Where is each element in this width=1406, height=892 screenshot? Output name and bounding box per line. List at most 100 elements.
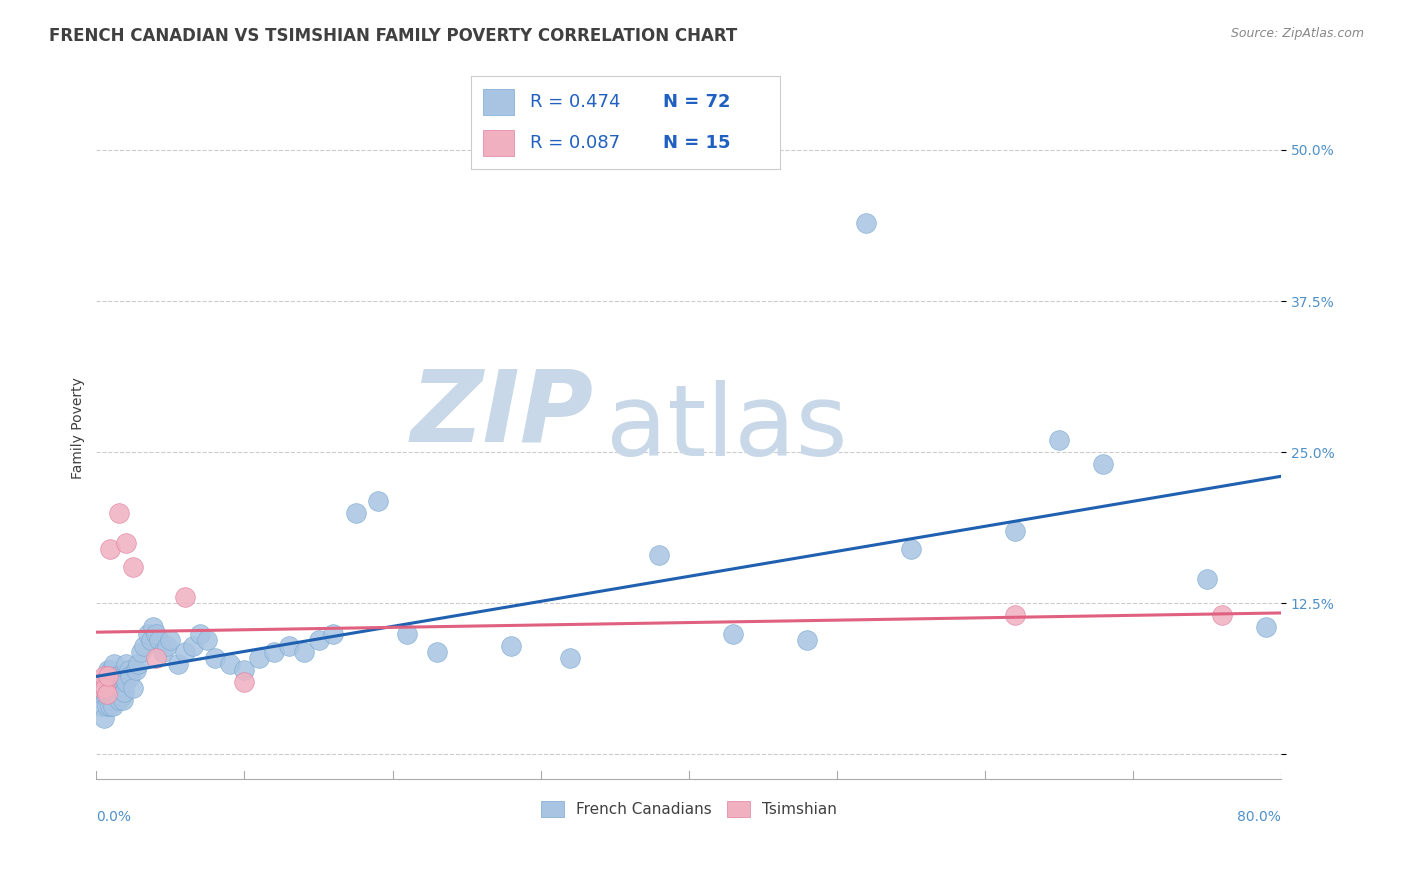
- Point: [98, 674, 121, 689]
- Point: [855, 215, 877, 229]
- Point: [145, 626, 167, 640]
- Text: ZIP: ZIP: [411, 366, 593, 462]
- Point: [107, 693, 129, 707]
- Text: FRENCH CANADIAN VS TSIMSHIAN FAMILY POVERTY CORRELATION CHART: FRENCH CANADIAN VS TSIMSHIAN FAMILY POVE…: [49, 27, 738, 45]
- Point: [90, 699, 112, 714]
- Point: [148, 632, 170, 647]
- Point: [218, 657, 240, 671]
- Point: [322, 626, 344, 640]
- Point: [344, 506, 367, 520]
- Point: [93, 669, 115, 683]
- Text: R = 0.474: R = 0.474: [530, 93, 620, 111]
- Point: [426, 645, 449, 659]
- Point: [308, 632, 330, 647]
- Point: [97, 663, 120, 677]
- Point: [103, 681, 125, 695]
- Point: [122, 560, 145, 574]
- Point: [115, 536, 138, 550]
- Point: [159, 632, 181, 647]
- Point: [648, 548, 671, 562]
- Point: [98, 541, 121, 556]
- Point: [233, 663, 256, 677]
- Point: [1197, 572, 1219, 586]
- Point: [560, 650, 582, 665]
- Point: [101, 699, 124, 714]
- Point: [263, 645, 285, 659]
- Point: [97, 669, 120, 683]
- Point: [197, 632, 219, 647]
- Point: [127, 657, 149, 671]
- Text: R = 0.087: R = 0.087: [530, 135, 620, 153]
- Point: [136, 626, 159, 640]
- Point: [141, 632, 163, 647]
- Point: [122, 681, 145, 695]
- Point: [110, 690, 132, 704]
- Point: [152, 645, 174, 659]
- Point: [93, 711, 115, 725]
- Point: [396, 626, 419, 640]
- Point: [181, 639, 204, 653]
- Point: [96, 687, 118, 701]
- Point: [107, 506, 129, 520]
- Point: [142, 620, 165, 634]
- Point: [114, 684, 136, 698]
- Point: [1047, 433, 1070, 447]
- Point: [91, 681, 114, 695]
- Point: [1211, 608, 1233, 623]
- Y-axis label: Family Poverty: Family Poverty: [72, 377, 86, 479]
- Point: [233, 674, 256, 689]
- Point: [118, 663, 141, 677]
- Text: atlas: atlas: [606, 379, 848, 476]
- Text: N = 72: N = 72: [662, 93, 730, 111]
- Point: [188, 626, 211, 640]
- Point: [796, 632, 818, 647]
- Point: [94, 687, 117, 701]
- Bar: [484, 130, 515, 156]
- Point: [292, 645, 315, 659]
- Point: [367, 493, 389, 508]
- Point: [94, 681, 117, 695]
- Point: [174, 645, 197, 659]
- Point: [111, 693, 134, 707]
- Point: [90, 674, 112, 689]
- Point: [105, 681, 128, 695]
- Legend: French Canadians, Tsimshian: French Canadians, Tsimshian: [534, 796, 844, 823]
- Point: [96, 699, 118, 714]
- Point: [1004, 524, 1026, 538]
- Point: [204, 650, 226, 665]
- Point: [174, 591, 197, 605]
- Point: [97, 687, 120, 701]
- Text: 80.0%: 80.0%: [1237, 810, 1281, 824]
- Point: [1256, 620, 1278, 634]
- Text: Source: ZipAtlas.com: Source: ZipAtlas.com: [1230, 27, 1364, 40]
- Point: [111, 669, 134, 683]
- Point: [120, 669, 142, 683]
- Point: [132, 639, 155, 653]
- Point: [104, 687, 127, 701]
- Point: [721, 626, 744, 640]
- Point: [107, 669, 129, 683]
- Point: [103, 657, 125, 671]
- Point: [96, 674, 118, 689]
- Point: [98, 699, 121, 714]
- Point: [104, 669, 127, 683]
- Point: [900, 541, 922, 556]
- Point: [499, 639, 522, 653]
- Point: [100, 663, 122, 677]
- Point: [108, 681, 131, 695]
- Point: [1004, 608, 1026, 623]
- Text: 0.0%: 0.0%: [97, 810, 131, 824]
- Bar: [484, 89, 515, 115]
- Point: [115, 657, 138, 671]
- Point: [277, 639, 299, 653]
- Point: [247, 650, 270, 665]
- Point: [100, 687, 122, 701]
- Point: [125, 663, 148, 677]
- Point: [115, 674, 138, 689]
- Text: N = 15: N = 15: [662, 135, 730, 153]
- Point: [145, 650, 167, 665]
- Point: [91, 687, 114, 701]
- Point: [156, 639, 179, 653]
- Point: [166, 657, 188, 671]
- Point: [1092, 457, 1115, 471]
